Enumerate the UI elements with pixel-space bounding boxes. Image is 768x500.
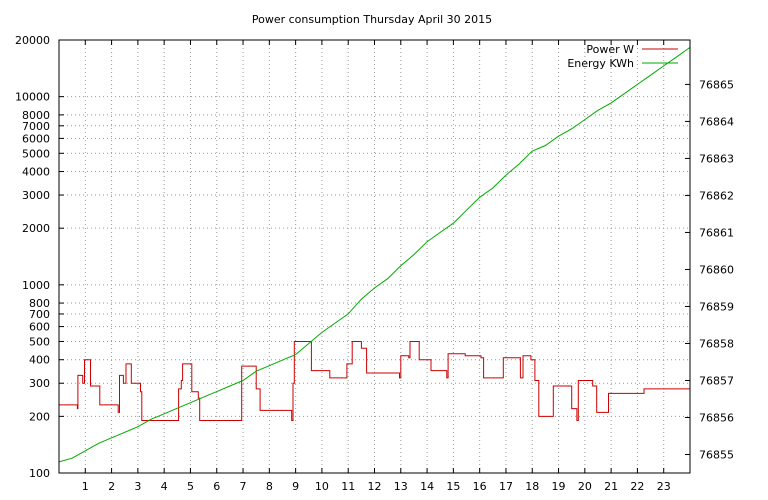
x-tick-label: 23	[657, 480, 671, 493]
y2-tick-label: 76863	[699, 152, 734, 165]
x-tick-label: 20	[578, 480, 592, 493]
x-tick-label: 12	[368, 480, 382, 493]
series-group	[58, 46, 691, 463]
y-tick-label: 800	[29, 297, 50, 310]
y-tick-label: 3000	[22, 189, 50, 202]
y2-tick-label: 76865	[699, 78, 734, 91]
y-tick-label: 10000	[15, 91, 50, 104]
y-tick-label: 400	[29, 354, 50, 367]
x-tick-label: 11	[341, 480, 355, 493]
ticks: 1 2 3 4 5 6 7 8 9 10 11 12 13 14 15 16 17 18 19 20 21 22 23100…	[15, 34, 734, 493]
y2-tick-label: 76855	[699, 448, 734, 461]
x-tick-label: 3	[134, 480, 141, 493]
y2-tick-label: 76856	[699, 411, 734, 424]
y2-tick-label: 76860	[699, 263, 734, 276]
x-tick-label: 5	[187, 480, 194, 493]
y-tick-label: 2000	[22, 222, 50, 235]
y-tick-label: 500	[29, 335, 50, 348]
y2-tick-label: 76861	[699, 226, 734, 239]
y2-tick-label: 76858	[699, 337, 734, 350]
series-line-power-w	[59, 341, 690, 421]
x-tick-label: 7	[240, 480, 247, 493]
y-tick-label: 5000	[22, 147, 50, 160]
x-tick-label: 2	[108, 480, 115, 493]
y-tick-label: 600	[29, 321, 50, 334]
x-tick-label: 10	[315, 480, 329, 493]
y2-tick-label: 76864	[699, 115, 734, 128]
grid	[59, 39, 690, 474]
y2-tick-label: 76859	[699, 300, 734, 313]
x-tick-label: 16	[473, 480, 487, 493]
y-tick-label: 700	[29, 308, 50, 321]
x-tick-label: 8	[266, 480, 273, 493]
series-line-energy-kwh	[58, 46, 691, 463]
legend-label: Power W	[586, 43, 634, 56]
chart-title: Power consumption Thursday April 30 2015	[252, 13, 492, 26]
x-tick-label: 6	[213, 480, 220, 493]
x-tick-label: 9	[292, 480, 299, 493]
x-tick-label: 4	[161, 480, 168, 493]
x-tick-label: 1	[82, 480, 89, 493]
y-tick-label: 20000	[15, 34, 50, 47]
y-tick-label: 4000	[22, 166, 50, 179]
y-tick-label: 1000	[22, 279, 50, 292]
x-tick-label: 14	[420, 480, 434, 493]
x-tick-label: 17	[499, 480, 513, 493]
x-tick-label: 22	[630, 480, 644, 493]
x-tick-label: 21	[604, 480, 618, 493]
y2-tick-label: 76857	[699, 374, 734, 387]
y-tick-label: 100	[29, 467, 50, 480]
y-tick-label: 8000	[22, 109, 50, 122]
x-tick-label: 15	[446, 480, 460, 493]
y-tick-label: 300	[29, 377, 50, 390]
legend-label: Energy KWh	[567, 57, 634, 70]
y-tick-label: 7000	[22, 120, 50, 133]
y2-tick-label: 76862	[699, 189, 734, 202]
y-tick-label: 200	[29, 410, 50, 423]
x-tick-label: 18	[525, 480, 539, 493]
y-tick-label: 6000	[22, 132, 50, 145]
x-tick-label: 19	[552, 480, 566, 493]
x-tick-label: 13	[394, 480, 408, 493]
